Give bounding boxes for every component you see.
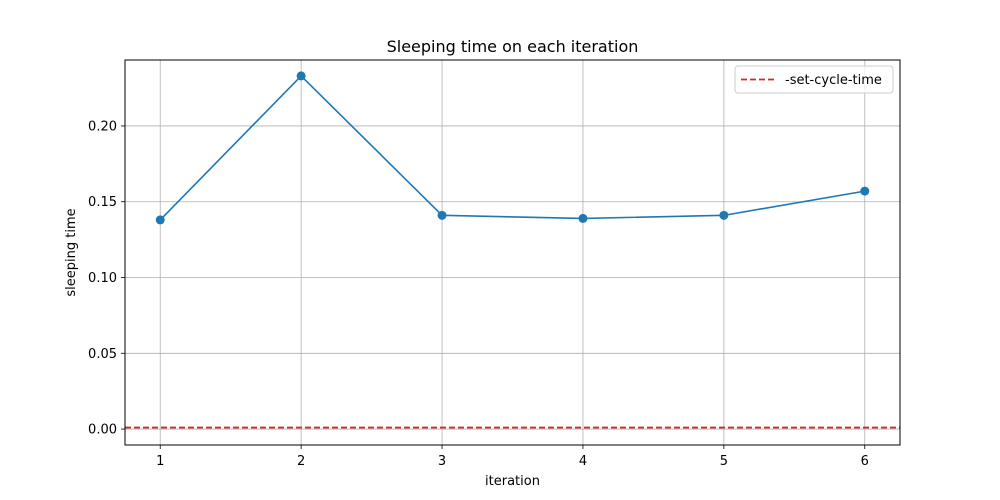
data-point — [860, 186, 870, 196]
x-tick-label: 4 — [579, 454, 587, 469]
series-line — [159, 75, 865, 221]
y-tick-label: 0.20 — [88, 119, 117, 134]
x-tick-label: 3 — [438, 454, 446, 469]
x-tick-label: 2 — [297, 454, 305, 469]
data-point — [719, 210, 729, 220]
data-point — [296, 71, 306, 81]
y-axis-ticks: 0.00 0.05 0.10 0.15 0.20 — [88, 119, 125, 438]
y-tick-label: 0.05 — [88, 347, 117, 362]
chart-title: Sleeping time on each iteration — [387, 37, 639, 56]
y-tick-label: 0.15 — [88, 195, 117, 210]
series-layer — [155, 71, 870, 225]
plot-area-frame — [124, 59, 901, 446]
y-axis-label: sleeping time — [64, 208, 79, 296]
x-tick-label: 5 — [720, 454, 728, 469]
data-point — [437, 210, 447, 220]
x-axis-ticks: 1 2 3 4 5 6 — [156, 445, 869, 469]
legend-label-reference: -set-cycle-time — [785, 73, 882, 88]
data-point — [578, 213, 588, 223]
grid-lines — [125, 60, 900, 445]
data-point — [155, 215, 165, 225]
x-tick-label: 6 — [861, 454, 869, 469]
legend-box — [734, 65, 894, 94]
legend: -set-cycle-time — [734, 65, 894, 94]
y-tick-label: 0.00 — [88, 423, 117, 438]
x-axis-label: iteration — [485, 474, 540, 489]
y-tick-label: 0.10 — [88, 271, 117, 286]
x-tick-label: 1 — [156, 454, 164, 469]
